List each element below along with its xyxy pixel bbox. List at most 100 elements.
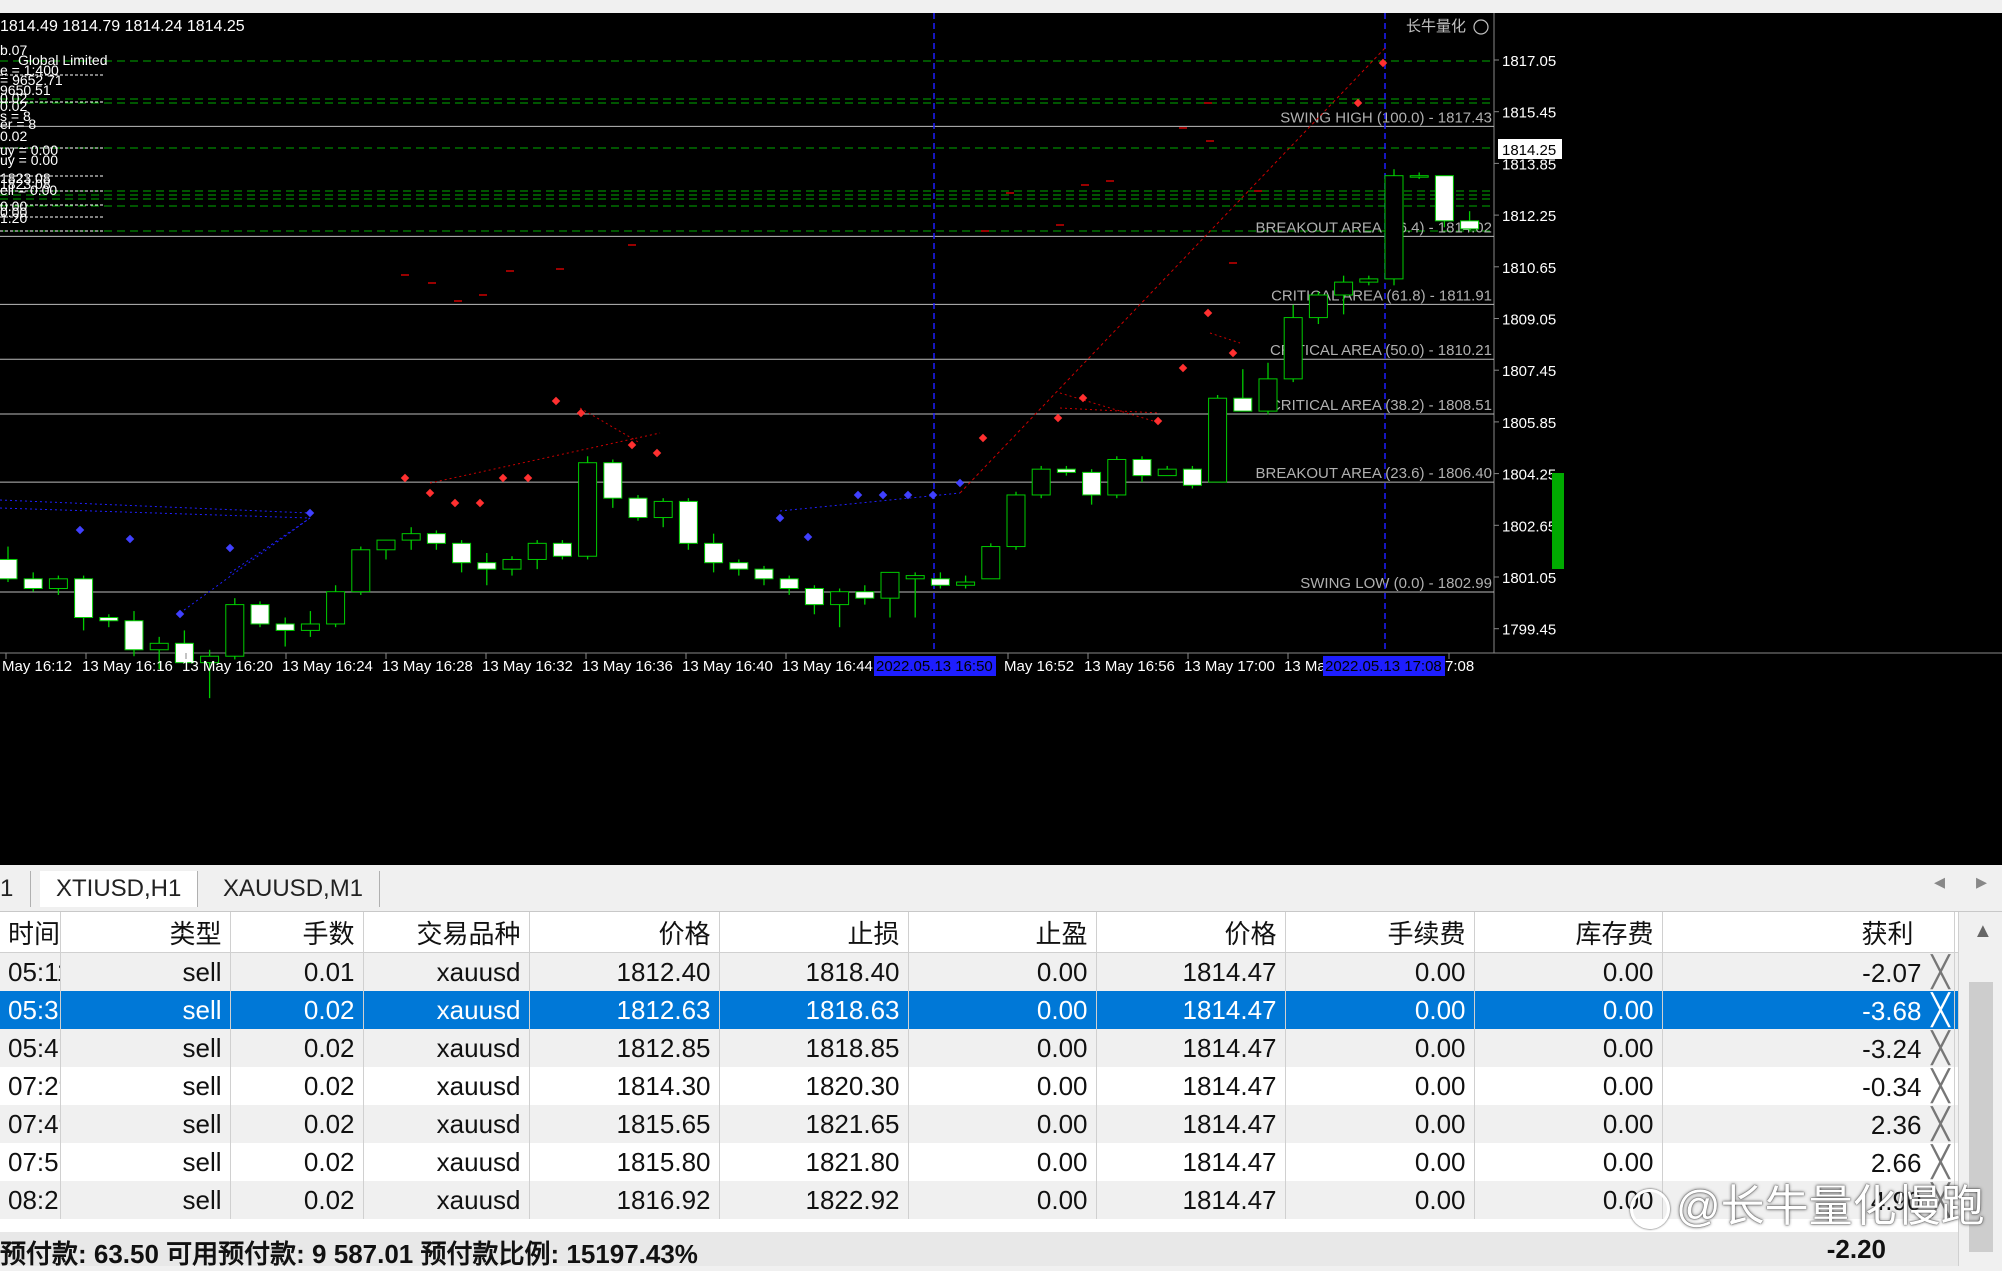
col-profit[interactable]: 获利 [1662,912,1955,953]
col-stop-loss[interactable]: 止损 [719,912,909,953]
candle-body[interactable] [174,642,194,664]
tab-xtiusd-h1[interactable]: XTIUSD,H1 [40,871,199,907]
candle-body[interactable] [1434,175,1454,222]
table-row[interactable]: 05:11sell0.01xauusd1812.401818.400.00181… [0,952,1958,991]
tab-scroll-left-icon[interactable]: ◂ [1934,869,1946,894]
candle-body[interactable] [1460,220,1480,230]
candle-body[interactable] [477,562,497,570]
candle-body[interactable] [1308,294,1328,319]
candle-body[interactable] [1233,397,1253,412]
tab-xauusd-m1[interactable]: XAUUSD,M1 [207,871,381,907]
candle-body[interactable] [603,462,623,499]
col-type[interactable]: 类型 [60,912,231,953]
candle-body[interactable] [981,546,1001,580]
candle-body[interactable] [729,562,749,570]
cell-commission: 0.00 [1285,1105,1475,1143]
candle-body[interactable] [754,568,774,580]
candle-body[interactable] [401,533,421,541]
candle-body[interactable] [426,533,446,544]
candle-body[interactable] [1132,458,1152,477]
price-tick-label: 1812.25 [1502,208,1556,225]
table-row[interactable]: 07:49sell0.02xauusd1815.651821.650.00181… [0,1105,1958,1143]
close-position-icon[interactable]: ╳ [1931,1031,1950,1065]
candle-body[interactable] [99,617,119,622]
candle-body[interactable] [1283,317,1303,380]
candle-body[interactable] [1384,175,1404,280]
time-tick-label: 13 May 16:36 [582,658,673,675]
candle-body[interactable] [275,623,295,631]
candle-body[interactable] [1082,471,1102,496]
candle-body[interactable] [678,500,698,544]
candle-body[interactable] [1208,397,1228,483]
candle-body[interactable] [1409,175,1429,178]
scrollbar-thumb[interactable] [1969,982,1993,1252]
col-symbol[interactable]: 交易品种 [363,912,530,953]
candle-body[interactable] [527,542,547,560]
candle-body[interactable] [552,542,572,557]
candle-body[interactable] [855,591,875,599]
candle-body[interactable] [1258,378,1278,412]
smiley-icon[interactable] [1473,19,1489,35]
time-tick-label: 13 May 17:00 [1184,658,1275,675]
candle-body[interactable] [779,578,799,589]
candle-body[interactable] [250,604,270,625]
table-scrollbar[interactable]: ▲ [1958,912,2002,1266]
candle-body[interactable] [502,558,522,570]
candle-body[interactable] [880,571,900,599]
account-info-text: Global Limited [18,52,108,68]
candle-body[interactable] [300,623,320,631]
candle-body[interactable] [804,587,824,606]
candle-body[interactable] [956,581,976,586]
candle-body[interactable] [1182,468,1202,486]
close-position-icon[interactable]: ╳ [1931,955,1950,989]
tab-partial[interactable]: 1 [0,871,31,907]
candle-body[interactable] [578,462,598,557]
col-lots[interactable]: 手数 [230,912,364,953]
candle-body[interactable] [704,542,724,564]
scroll-up-icon[interactable]: ▲ [1973,920,1993,942]
col-price[interactable]: 价格 [529,912,720,953]
price-chart[interactable]: SWING HIGH (100.0) - 1817.43 BREAKOUT ARE… [0,13,2002,865]
candle-body[interactable] [452,542,472,564]
col-current-price[interactable]: 价格 [1096,912,1286,953]
candle-body[interactable] [905,575,925,580]
col-take-profit[interactable]: 止盈 [908,912,1097,953]
col-swap[interactable]: 库存费 [1474,912,1663,953]
candle-body[interactable] [124,620,144,651]
close-position-icon[interactable]: ╳ [1931,1183,1950,1217]
candle-body[interactable] [930,578,950,586]
candle-body[interactable] [326,591,346,625]
candlestick-chart-svg[interactable]: SWING HIGH (100.0) - 1817.43 BREAKOUT ARE… [0,13,2002,865]
close-position-icon[interactable]: ╳ [1931,1069,1950,1103]
candle-body[interactable] [1107,458,1127,496]
candle-body[interactable] [351,549,371,593]
candle-body[interactable] [23,578,43,589]
candle-body[interactable] [628,497,648,519]
candle-body[interactable] [376,539,396,551]
candle-body[interactable] [0,558,18,580]
candle-body[interactable] [74,578,94,619]
candle-body[interactable] [1359,278,1379,283]
candle-body[interactable] [48,578,68,589]
table-row[interactable]: 07:56sell0.02xauusd1815.801821.800.00181… [0,1143,1958,1181]
close-position-icon[interactable]: ╳ [1931,993,1950,1027]
candle-body[interactable] [1006,494,1026,548]
candle-body[interactable] [200,655,220,664]
candle-body[interactable] [830,591,850,606]
candle-body[interactable] [1157,468,1177,477]
candle-body[interactable] [1334,281,1354,296]
candle-body[interactable] [225,604,245,657]
table-row[interactable]: 05:32sell0.02xauusd1812.631818.630.00181… [0,991,1958,1029]
candle-body[interactable] [1056,468,1076,473]
col-time[interactable]: 时间 [0,912,61,953]
close-position-icon[interactable]: ╳ [1931,1107,1950,1141]
candle-body[interactable] [653,500,673,519]
table-row[interactable]: 07:29sell0.02xauusd1814.301820.300.00181… [0,1067,1958,1105]
candle-body[interactable] [149,642,169,651]
table-row[interactable]: 05:47sell0.02xauusd1812.851818.850.00181… [0,1029,1958,1067]
candle-body[interactable] [1031,468,1051,496]
close-position-icon[interactable]: ╳ [1931,1145,1950,1179]
col-commission[interactable]: 手续费 [1285,912,1475,953]
tab-scroll-right-icon[interactable]: ▸ [1976,869,1988,894]
order-link-line [579,407,641,444]
